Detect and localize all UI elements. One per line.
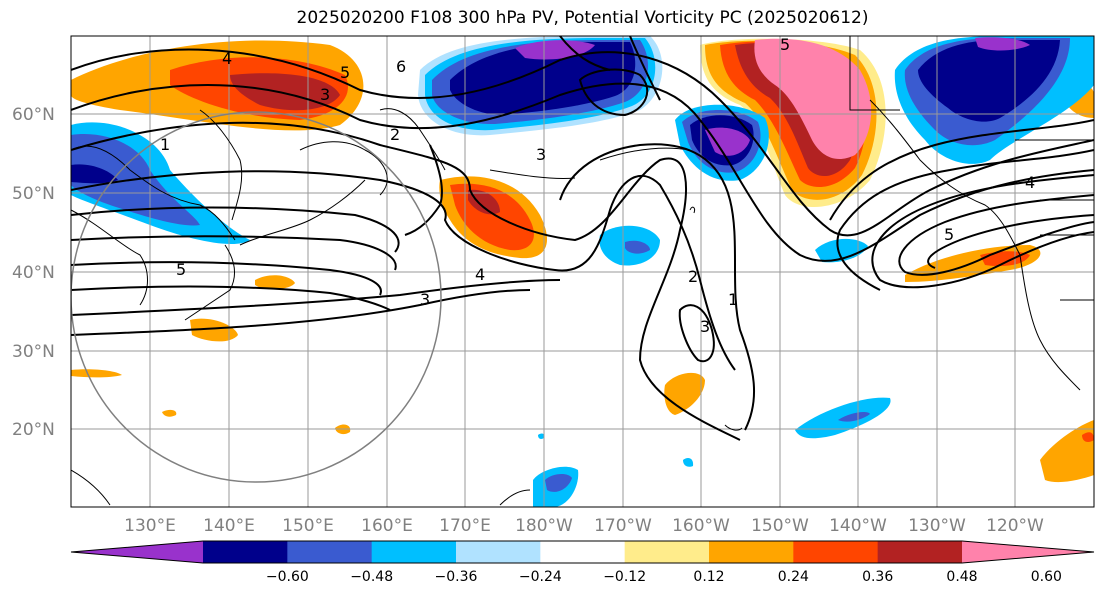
contour-label: 6 xyxy=(396,57,406,76)
colorbar-outline xyxy=(70,540,1095,564)
anomaly-patch xyxy=(815,238,868,263)
colorbar-extend-max xyxy=(962,541,1094,563)
anomaly-patch xyxy=(975,37,1030,51)
anomaly-patch xyxy=(538,433,545,439)
anomaly-patch xyxy=(705,127,750,156)
colorbar-tick-label: 0.36 xyxy=(862,569,893,585)
lat-label: 30°N xyxy=(12,342,55,362)
anomaly-patch xyxy=(918,40,1060,122)
anomaly-patch xyxy=(625,240,650,254)
lat-label: 20°N xyxy=(12,420,55,440)
anomaly-patch xyxy=(468,189,500,215)
contour-label: 2 xyxy=(688,267,698,286)
colorbar-tick-label: −0.24 xyxy=(519,569,562,585)
anomaly-patch xyxy=(450,42,636,115)
colorbar-labels: −0.60 −0.48 −0.36 −0.24 −0.12 0.12 0.24 0.36 0.4… xyxy=(266,569,1062,585)
latitude-labels: 60°N 50°N 40°N 30°N 20°N xyxy=(12,105,55,440)
colorbar-segment xyxy=(624,541,710,563)
lon-label: 170°E xyxy=(439,516,491,536)
lon-label: 140°E xyxy=(203,516,255,536)
colorbar-tick-label: −0.48 xyxy=(350,569,393,585)
colorbar-extend-min xyxy=(71,541,203,563)
colorbar-segment xyxy=(793,541,879,563)
colorbar-segment xyxy=(203,541,288,563)
colorbar-segment xyxy=(877,541,963,563)
contour-label: 4 xyxy=(1025,173,1035,192)
contour-label: 5 xyxy=(176,260,186,279)
colorbar-tick-label: −0.36 xyxy=(435,569,478,585)
map-frame xyxy=(70,35,1095,508)
anomaly-patch xyxy=(255,275,295,290)
contour-label: 1 xyxy=(160,135,170,154)
map-plot-area: 4 5 3 6 2 1 3 5 4 3 1 2 3 4 5 5 xyxy=(71,35,1094,507)
anomaly-patch xyxy=(71,164,118,184)
anomaly-patch xyxy=(1040,420,1094,483)
anomaly-patch xyxy=(190,318,238,342)
colorbar-tick-label: 0.60 xyxy=(1031,569,1062,585)
lon-label: 130°W xyxy=(908,516,966,536)
lon-label: 160°W xyxy=(672,516,730,536)
colorbar-segment xyxy=(540,541,626,563)
anomaly-patch xyxy=(683,458,694,467)
colorbar-tick-label: 0.24 xyxy=(778,569,809,585)
colorbar-segment xyxy=(287,541,373,563)
anomaly-patch xyxy=(545,474,572,492)
lon-label: 120°W xyxy=(986,516,1044,536)
pv-contours xyxy=(71,36,1094,441)
colorbar-tick-label: 0.48 xyxy=(946,569,977,585)
lon-label: 180°W xyxy=(515,516,573,536)
anomaly-patch xyxy=(1082,432,1094,443)
contour-label: 3 xyxy=(700,317,710,336)
colorbar-tick-label: −0.12 xyxy=(603,569,646,585)
colorbar-segment xyxy=(456,541,541,563)
anomaly-patch xyxy=(838,412,870,422)
contour-label: 5 xyxy=(780,35,790,54)
lat-label: 40°N xyxy=(12,263,55,283)
anomaly-patch xyxy=(515,40,595,60)
colorbar xyxy=(70,540,1095,564)
anomaly-patch xyxy=(162,409,177,417)
lat-label: 50°N xyxy=(12,184,55,204)
contour-label: 1 xyxy=(728,290,738,309)
contour-labels: 4 5 3 6 2 1 3 5 4 3 1 2 3 4 5 5 xyxy=(160,35,1035,336)
colorbar-segment xyxy=(371,541,457,563)
lon-label: 170°W xyxy=(594,516,652,536)
lon-label: 150°W xyxy=(751,516,809,536)
contour-label: 4 xyxy=(475,265,485,284)
lon-label: 150°E xyxy=(282,516,334,536)
lat-label: 60°N xyxy=(12,105,55,125)
longitude-labels: 130°E 140°E 150°E 160°E 170°E 180°W 170°… xyxy=(124,516,1044,536)
contour-label: 5 xyxy=(944,225,954,244)
contour-label: 3 xyxy=(320,85,330,104)
anomaly-patch xyxy=(754,38,872,160)
lon-label: 160°E xyxy=(361,516,413,536)
colorbar-tick-label: 0.12 xyxy=(693,569,724,585)
contour-label: 4 xyxy=(222,49,232,68)
contour-label: 2 xyxy=(390,125,400,144)
contour-label: 3 xyxy=(420,290,430,309)
map-title: 2025020200 F108 300 hPa PV, Potential Vo… xyxy=(296,8,869,28)
lon-label: 140°W xyxy=(829,516,887,536)
contour-label: 3 xyxy=(536,145,546,164)
lon-label: 130°E xyxy=(124,516,176,536)
reference-circle xyxy=(71,111,442,483)
colorbar-tick-label: −0.60 xyxy=(266,569,309,585)
anomaly-patch xyxy=(71,369,122,378)
colorbar-segment xyxy=(709,541,794,563)
contour-label: 5 xyxy=(340,63,350,82)
